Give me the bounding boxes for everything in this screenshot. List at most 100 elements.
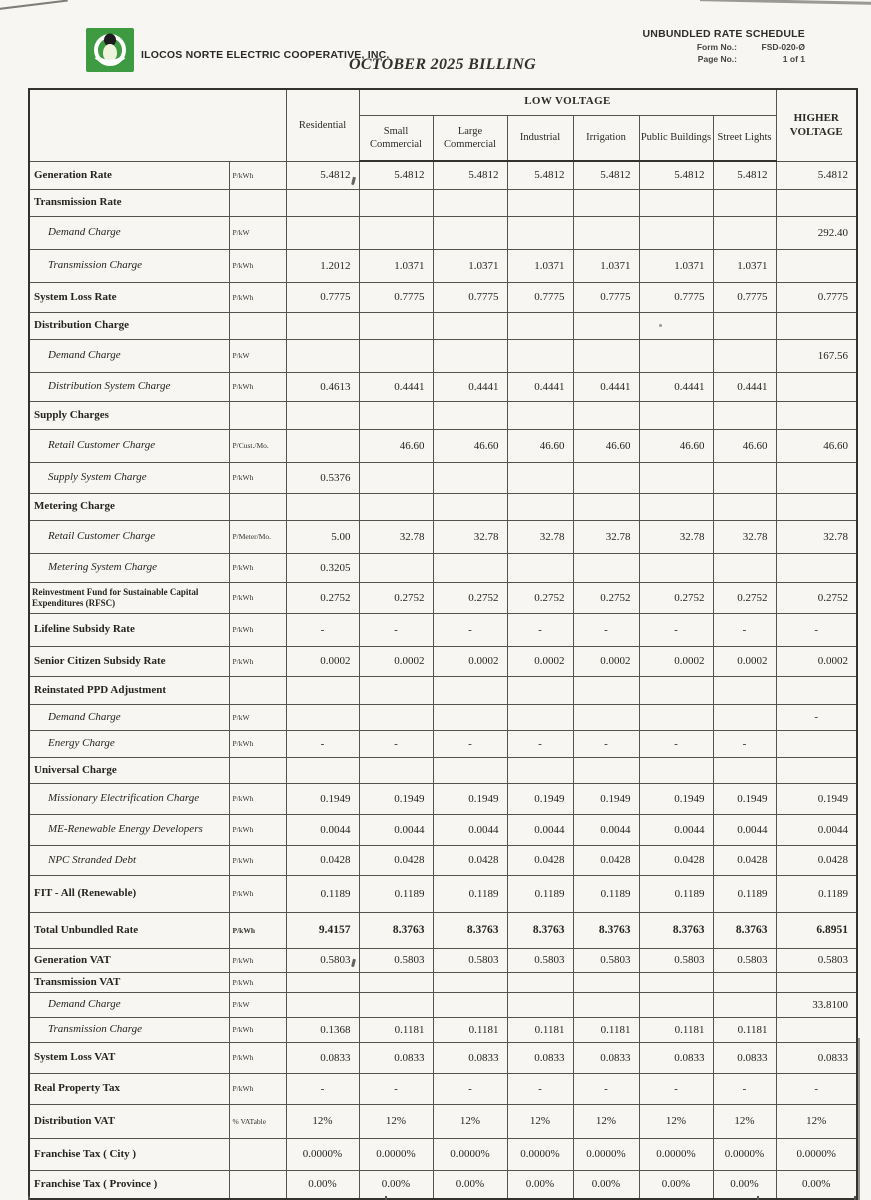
table-row: NPC Stranded Debt P/kWh 0.0428 0.0428 0.0428… [28,844,858,876]
rate-value: 0.0000% [572,1137,640,1171]
rate-value [712,552,777,583]
table-row: Reinstated PPD Adjustment [28,675,858,705]
row-unit: P/Meter/Mo. [228,519,287,554]
row-label: Transmission VAT [28,971,230,993]
rate-value: 5.4812 [775,160,858,190]
rate-value: 0.0002 [775,645,858,677]
rate-value: - [285,1072,360,1105]
rate-value: - [432,1072,508,1105]
row-label: NPC Stranded Debt [28,844,230,876]
rate-value: 0.0833 [358,1041,434,1074]
rate-value: 12% [572,1103,640,1139]
rate-value: 5.4812 [638,160,714,190]
rate-value: 0.0044 [638,813,714,846]
rate-value [712,991,777,1018]
rate-value [572,492,640,521]
rate-value: 8.3763 [638,911,714,949]
row-label: System Loss Rate [28,281,230,313]
table-row: Energy Charge P/kWh - - - - - - - [28,729,858,758]
row-label: Real Property Tax [28,1072,230,1105]
rate-value [432,971,508,993]
rate-value [572,215,640,250]
rate-value [432,215,508,250]
row-unit: P/kWh [228,461,287,494]
row-unit: P/kWh [228,1041,287,1074]
table-row: Generation VAT P/kWh 0.5803 0.5803 0.5803 0.5… [28,947,858,973]
table-row: Lifeline Subsidy Rate P/kWh - - - - - - - - [28,612,858,647]
rate-value: 0.1949 [572,782,640,815]
rate-value [775,248,858,283]
col-header-residential: Residential [285,88,360,162]
rate-value: 0.0833 [432,1041,508,1074]
rate-value: 0.00% [572,1169,640,1200]
rate-value: 0.0002 [712,645,777,677]
rate-value: 0.1368 [285,1016,360,1043]
rate-value [712,400,777,430]
rate-value: 8.3763 [432,911,508,949]
row-unit: % VATable [228,1103,287,1139]
rate-value [358,188,434,217]
row-label: Demand Charge [28,215,230,250]
row-unit [228,1169,287,1200]
rate-value [572,400,640,430]
rate-value [358,215,434,250]
rate-value [506,492,574,521]
rate-value [506,311,574,340]
page-no-value: 1 of 1 [782,54,805,64]
rate-value [638,675,714,705]
rate-value: 0.2752 [506,581,574,614]
rate-value: 5.4812 [358,160,434,190]
rate-value: 46.60 [506,428,574,463]
table-row: Transmission Rate [28,188,858,217]
table-row: Transmission Charge P/kWh 0.1368 0.1181 0.11… [28,1016,858,1043]
rate-value [572,461,640,494]
row-label: Supply System Charge [28,461,230,494]
rate-table-body: Generation Rate P/kWh 5.4812 5.4812 5.4812 5.… [28,160,858,1200]
rate-value: 32.78 [358,519,434,554]
rate-value: 0.0044 [775,813,858,846]
rate-value: 0.0428 [572,844,640,876]
rate-value: 0.1189 [432,874,508,913]
form-block: UNBUNDLED RATE SCHEDULE Form No.: FSD-02… [643,28,806,64]
rate-value: 0.0044 [358,813,434,846]
rate-value: 0.2752 [285,581,360,614]
rate-value: 0.1949 [506,782,574,815]
rate-value: 0.1189 [506,874,574,913]
rate-value: 0.0428 [285,844,360,876]
rate-value: 0.0044 [285,813,360,846]
row-unit: P/kWh [228,874,287,913]
rate-value: 1.0371 [432,248,508,283]
table-row: FIT - All (Renewable) P/kWh 0.1189 0.1189 0.… [28,874,858,913]
rate-value [572,971,640,993]
rate-value: 0.0428 [775,844,858,876]
rate-value [775,492,858,521]
rate-value: 0.0044 [506,813,574,846]
schedule-heading: UNBUNDLED RATE SCHEDULE [642,28,805,40]
rate-value [712,703,777,731]
rate-value: 0.1181 [638,1016,714,1043]
rate-value [358,552,434,583]
row-label: Universal Charge [28,756,230,784]
rate-value: 0.00% [712,1169,777,1200]
rate-value [285,311,360,340]
row-unit: P/kWh [228,552,287,583]
table-row: Missionary Electrification Charge P/kWh 0.… [28,782,858,815]
row-label: Transmission Charge [28,1016,230,1043]
rate-value: 0.5803 [638,947,714,973]
table-row: Generation Rate P/kWh 5.4812 5.4812 5.4812 5.… [28,160,858,190]
row-unit: P/kWh [228,911,287,949]
rate-value: 0.00% [638,1169,714,1200]
row-label: Transmission Charge [28,248,230,283]
rate-value: 0.7775 [506,281,574,313]
rate-value [506,703,574,731]
row-label: Generation VAT [28,947,230,973]
rate-value [506,971,574,993]
row-unit: P/kWh [228,612,287,647]
rate-value: 5.4812 [285,160,360,190]
rate-value: 0.1949 [712,782,777,815]
rate-value [285,675,360,705]
row-unit: P/kW [228,338,287,373]
rate-value [572,703,640,731]
rate-value [572,756,640,784]
rate-value [285,971,360,993]
